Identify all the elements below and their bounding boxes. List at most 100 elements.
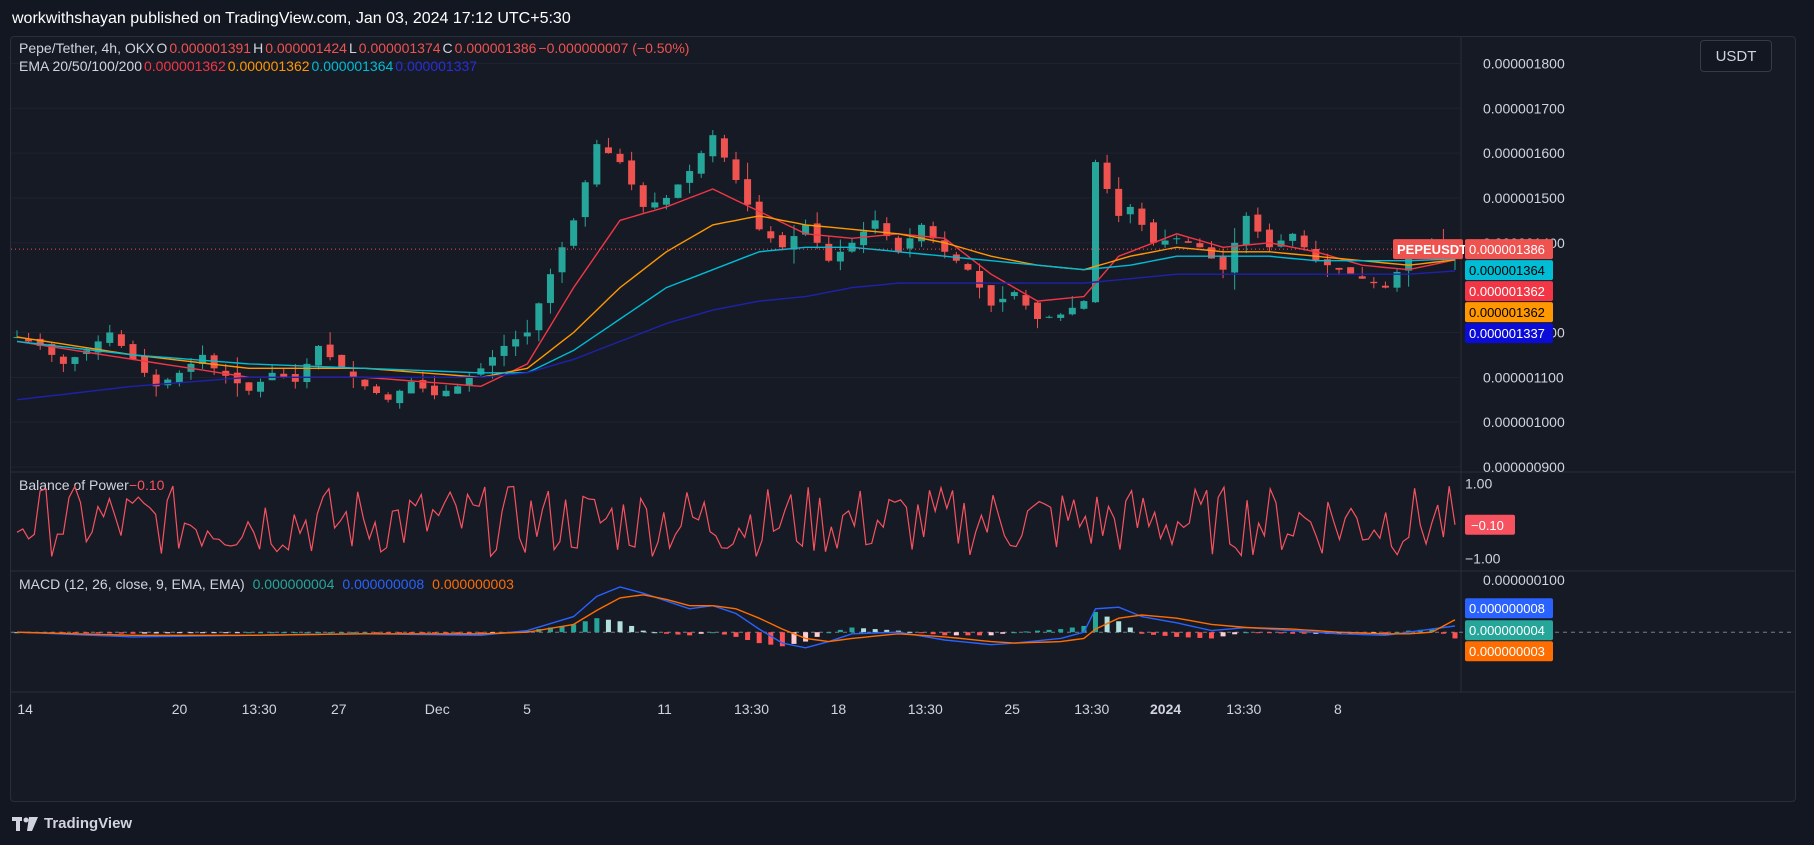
candle-body (1126, 206, 1134, 215)
candle-body (94, 341, 102, 353)
candle-body (1149, 222, 1157, 243)
candle-body (1265, 229, 1273, 248)
macd-histogram-bar (1429, 629, 1435, 633)
time-tick-label: 13:30 (1226, 701, 1261, 717)
legend-h-label: H (253, 40, 263, 56)
macd-value: 0.000000004 (253, 576, 335, 592)
legend-low: 0.000001374 (359, 40, 441, 56)
macd-histogram-bar (489, 632, 495, 634)
ema50-tag: 0.000001362 (1469, 305, 1545, 320)
macd-histogram-bar (385, 632, 391, 634)
candle-body (384, 394, 392, 400)
candle-body (1161, 240, 1169, 245)
macd-histogram-bar (640, 630, 646, 633)
macd-histogram-bar (756, 632, 762, 644)
candle-body (407, 381, 415, 394)
candle-body (604, 147, 612, 154)
macd-histogram-bar (1406, 630, 1412, 633)
footer-brand[interactable]: TradingView (12, 815, 132, 832)
candle-body (720, 138, 728, 158)
candle-body (245, 382, 253, 391)
candle-body (1138, 208, 1146, 225)
macd-histogram-bar (803, 632, 809, 642)
bop-value: −0.10 (129, 477, 165, 493)
price-tick-label: 0.000001800 (1483, 55, 1565, 71)
macd-histogram-bar (1336, 632, 1342, 634)
macd-histogram-bar (1278, 632, 1284, 634)
candle-body (1115, 188, 1123, 216)
macd-histogram-bar (431, 632, 437, 634)
macd-histogram-bar (1058, 629, 1064, 633)
candle-body (593, 144, 601, 185)
macd-histogram-bar (779, 632, 785, 647)
symbol-tag: PEPEUSDT (1397, 242, 1467, 257)
macd-histogram-bar (1139, 632, 1145, 634)
macd-histogram-bar (420, 632, 426, 634)
time-tick-label: Dec (425, 701, 450, 717)
bop-tick-label: 1.00 (1465, 476, 1492, 492)
price-tick-label: 0.000000900 (1483, 459, 1565, 475)
macd-histogram-bar (710, 632, 716, 634)
bop-tag-bg (1465, 514, 1515, 535)
time-tick-label: 13:30 (1074, 701, 1109, 717)
macd-hist-value: 0.000000003 (432, 576, 514, 592)
candle-body (906, 238, 914, 249)
time-tick-label: 13:30 (734, 701, 769, 717)
candle-body (1242, 215, 1250, 245)
macd-histogram-bar (258, 632, 264, 634)
candle-body (1045, 316, 1053, 318)
macd-histogram-bar (814, 632, 820, 637)
macd-histogram-bar (95, 632, 101, 634)
macd-histogram-bar (84, 632, 90, 634)
candle-body (326, 344, 334, 358)
candle-body (674, 184, 682, 198)
candle-body (558, 247, 566, 273)
macd-histogram-bar (362, 632, 368, 634)
macd-histogram-bar (861, 628, 867, 633)
legend-l-label: L (349, 40, 357, 56)
macd-histogram-bar (153, 632, 159, 634)
macd-histogram-bar (953, 632, 959, 636)
candle-body (894, 237, 902, 252)
ema20-tag: 0.000001362 (1469, 284, 1545, 299)
macd-histogram-bar (397, 632, 403, 634)
macd-histogram-bar (663, 632, 669, 634)
candle-body (570, 220, 578, 246)
legend-high: 0.000001424 (265, 40, 347, 56)
candle-body (662, 197, 670, 205)
bop-tick-label: −1.00 (1465, 551, 1501, 567)
candle-body (941, 240, 949, 252)
price-tick-label: 0.000001000 (1483, 414, 1565, 430)
candle-body (836, 251, 844, 262)
price-tick-label: 0.000001100 (1483, 369, 1564, 385)
symbol-tag-bg (1393, 239, 1463, 260)
candle-body (1231, 242, 1239, 273)
macd-histogram-bar (165, 632, 171, 634)
candle-body (639, 185, 647, 207)
currency-button[interactable]: USDT (1700, 40, 1772, 72)
macd-histogram-bar (269, 632, 275, 634)
macd-histogram-bar (687, 632, 693, 636)
macd-histogram-bar (988, 632, 994, 636)
macd-histogram-bar (1243, 632, 1249, 634)
candle-body (871, 220, 879, 229)
macd-signal-value: 0.000000008 (342, 576, 424, 592)
macd-histogram-bar (374, 632, 379, 634)
candle-body (349, 371, 357, 378)
macd-histogram-bar (745, 632, 751, 640)
ema200-line (16, 270, 1456, 401)
candle-body (430, 385, 438, 396)
macd-histogram-bar (1104, 616, 1110, 633)
candle-body (152, 374, 160, 387)
macd-histogram-bar (930, 632, 936, 635)
time-tick-label: 20 (172, 701, 188, 717)
chart-panel[interactable]: 0.000001800 0.000001700 0.000001600 0.00000… (10, 36, 1796, 802)
macd-histogram-bar (1093, 611, 1098, 633)
candle-body (129, 344, 137, 360)
candle-body (1068, 307, 1076, 315)
chart-svg[interactable]: 0.000001800 0.000001700 0.000001600 0.00000… (11, 37, 1795, 801)
time-tick-label: 18 (831, 701, 847, 717)
candle-body (581, 182, 589, 218)
candle-body (268, 372, 276, 381)
macd-histogram-bar (547, 627, 553, 633)
